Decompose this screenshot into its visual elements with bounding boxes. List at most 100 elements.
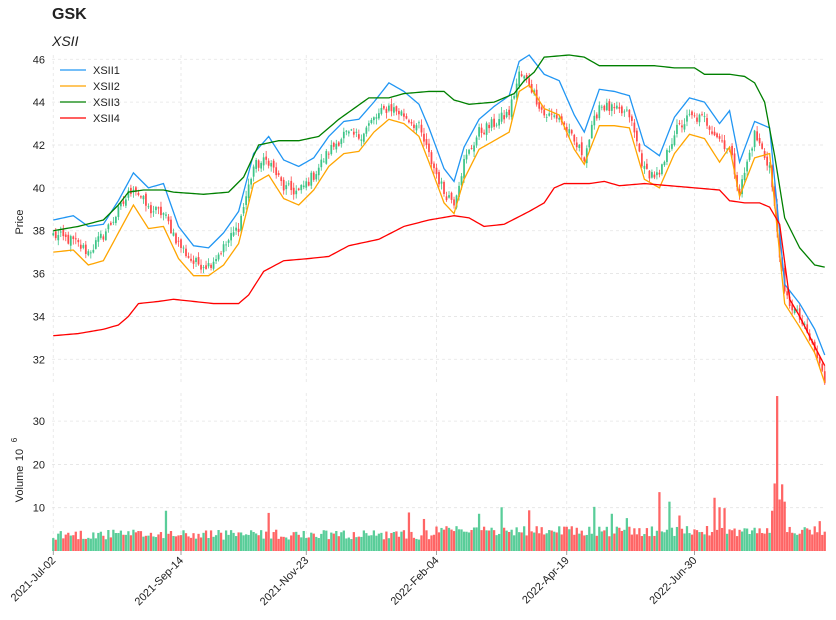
volume-bar [520, 532, 523, 551]
candle-body [99, 233, 102, 238]
volume-bar [295, 531, 298, 551]
volume-bar [618, 527, 621, 551]
volume-bar [806, 528, 809, 551]
volume-bar [427, 539, 431, 551]
volume-bar [465, 531, 468, 551]
candle-body [393, 107, 395, 113]
volume-bar [297, 534, 300, 551]
candle-body [580, 142, 583, 156]
candle-body [352, 131, 355, 135]
candle-body [495, 124, 498, 126]
volume-bar [573, 534, 576, 551]
candle-body [741, 179, 743, 195]
candle-body [706, 118, 708, 126]
candle-body [357, 134, 360, 139]
candle-body [683, 124, 686, 130]
volume-bar [197, 533, 200, 551]
volume-bar [302, 530, 305, 551]
candle-body [145, 193, 147, 206]
volume-bar [287, 539, 290, 551]
candle-body [465, 154, 468, 160]
volume-bar [690, 534, 694, 551]
candle-body [342, 131, 345, 139]
volume-bar [332, 533, 335, 551]
candle-body [260, 162, 263, 169]
volume-bar [523, 526, 526, 551]
volume-bar [695, 530, 699, 551]
candle-body [165, 214, 167, 216]
volume-bar [590, 533, 593, 551]
volume-bar [445, 526, 448, 551]
candle-body [595, 114, 598, 119]
volume-bar [300, 537, 303, 551]
candle-body [395, 106, 398, 112]
volume-axis-base: 10 [14, 449, 26, 461]
candle-body [568, 129, 571, 134]
volume-bar [560, 534, 563, 551]
candle-body [185, 248, 187, 257]
candle-body [520, 74, 523, 77]
volume-bar [365, 533, 368, 551]
candle-body [708, 126, 711, 130]
volume-bar [137, 531, 140, 551]
volume-bar [124, 534, 128, 551]
candle-body [703, 116, 706, 117]
candle-body [776, 204, 779, 232]
volume-bar [738, 529, 741, 551]
candle-body [648, 170, 651, 179]
candle-body [117, 206, 120, 217]
candle-body [107, 224, 110, 230]
volume-bar [788, 526, 791, 551]
candle-body [751, 148, 753, 151]
volume-grid [52, 393, 826, 551]
candle-body [778, 229, 781, 258]
volume-bar [267, 512, 270, 551]
volume-bar [593, 506, 596, 551]
volume-bar [64, 534, 67, 551]
volume-bar [272, 532, 275, 551]
candle-body [205, 265, 207, 269]
volume-bar [781, 484, 784, 551]
candle-body [553, 115, 556, 117]
volume-bar [630, 534, 634, 551]
candle-body [210, 264, 212, 268]
candle-body [445, 196, 448, 201]
candle-body [686, 115, 688, 122]
volume-tick-label: 20 [33, 459, 45, 471]
volume-bar [760, 533, 764, 551]
candle-body [615, 105, 618, 109]
price-tick-label: 34 [33, 311, 45, 323]
volume-bar [650, 526, 654, 551]
volume-bar [708, 535, 711, 551]
volume-bar [598, 526, 601, 551]
candle-body [307, 181, 310, 186]
volume-bar [139, 531, 143, 551]
series-line-xsii2 [53, 84, 826, 384]
candle-body [413, 124, 415, 129]
volume-bar [480, 530, 483, 551]
candle-body [220, 253, 222, 255]
legend-label-xsii2: XSII2 [93, 81, 120, 93]
candle-body [518, 71, 521, 87]
candle-body [638, 143, 641, 152]
volume-bar [152, 536, 155, 551]
candle-body [821, 363, 824, 371]
volume-bar [390, 533, 393, 551]
candle-body [578, 144, 581, 149]
volume-bar [292, 532, 295, 551]
candle-body [282, 179, 285, 191]
candle-body [403, 113, 405, 117]
volume-bar [430, 535, 433, 551]
volume-bar [658, 492, 661, 551]
volume-bar [442, 529, 446, 551]
volume-bar [382, 539, 386, 551]
candle-body [160, 206, 162, 216]
candle-body [170, 219, 172, 234]
volume-bar [673, 535, 676, 551]
candle-body [272, 160, 275, 168]
candle-body [375, 117, 378, 119]
candle-body [257, 160, 260, 168]
volume-bar [232, 532, 235, 551]
indicator-lines [53, 54, 826, 384]
